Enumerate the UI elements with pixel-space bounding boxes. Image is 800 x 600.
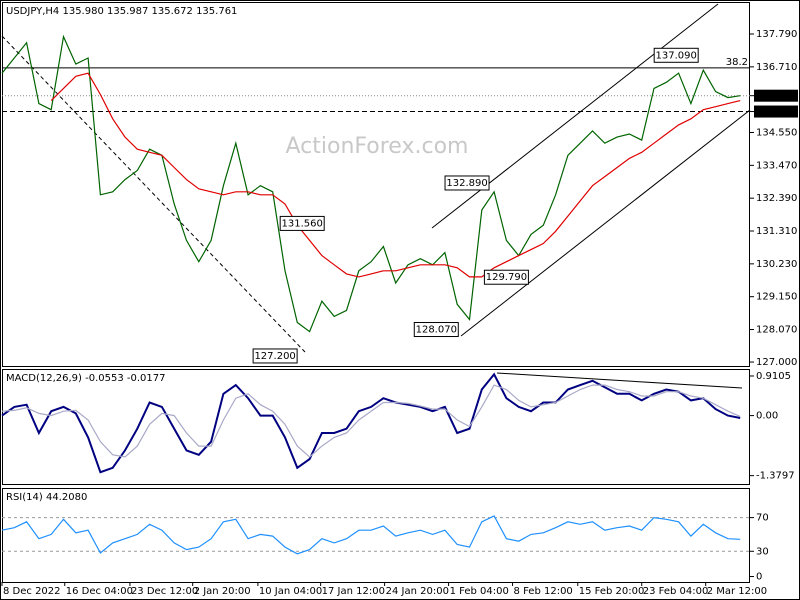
downtrend-line [1, 35, 306, 353]
annotation-box [444, 175, 490, 191]
x-tick-label: 10 Jan 04:00 [259, 586, 322, 597]
annotation-label: 129.790 [486, 272, 527, 283]
series-line [1, 384, 741, 458]
series-line [1, 372, 741, 474]
y-tick-label: 135.240 [756, 107, 797, 118]
annotation-box [483, 269, 529, 285]
annotation-label: 128.070 [416, 325, 457, 336]
tick-highlight [754, 89, 798, 102]
x-tick-label: 15 Feb 20:00 [579, 586, 645, 597]
series-line [1, 34, 741, 333]
x-tick-label: 23 Dec 12:00 [131, 586, 198, 597]
macd-trend-line [496, 372, 743, 389]
y-tick-label: 0.00 [756, 411, 778, 422]
y-tick-label: -1.3797 [756, 471, 795, 482]
y-tick-label: 128.070 [756, 325, 797, 336]
annotation-label: 131.560 [282, 218, 323, 229]
series-line [1, 515, 741, 555]
x-tick-label: 23 Feb 04:00 [643, 586, 709, 597]
annotation-label: 127.200 [254, 351, 295, 362]
annotation-box [252, 348, 298, 364]
x-tick-label: 8 Dec 2022 [3, 586, 61, 597]
x-tick-label: 2 Jan 20:00 [194, 586, 251, 597]
y-tick-label: 134.550 [756, 128, 797, 139]
tick-highlight [754, 105, 798, 118]
x-tick-label: 24 Jan 20:00 [386, 586, 449, 597]
x-tick-label: 8 Feb 12:00 [514, 586, 573, 597]
x-tick-label: 17 Jan 12:00 [322, 586, 385, 597]
y-tick-label: 131.310 [756, 226, 797, 237]
y-tick-label: 132.390 [756, 193, 797, 204]
series-line [50, 72, 741, 278]
channel-lower [460, 109, 751, 337]
channel-upper [431, 3, 719, 229]
y-tick-label: 133.470 [756, 160, 797, 171]
y-tick-label: 30 [756, 546, 769, 557]
pane-title: USDJPY,H4 135.980 135.987 135.672 135.76… [6, 6, 237, 17]
pane-title: MACD(12,26,9) -0.0553 -0.0177 [6, 373, 166, 384]
trend-lines [1, 3, 751, 389]
rsi-pane [2, 488, 750, 583]
y-tick-label: 70 [756, 513, 769, 524]
level-label: 38.2 [726, 57, 748, 68]
x-tick-label: 16 Dec 04:00 [66, 586, 133, 597]
y-tick-label: 0.9105 [756, 371, 791, 382]
x-tick-label: 1 Feb 04:00 [450, 586, 509, 597]
y-tick-label: 130.230 [756, 259, 797, 270]
main-pane [2, 2, 750, 367]
y-tick-label: 137.790 [756, 29, 797, 40]
annotation-label: 132.890 [446, 178, 487, 189]
x-tick-label: 2 Mar 12:00 [707, 586, 767, 597]
annotation-box [653, 47, 699, 63]
pane-title: RSI(14) 44.2080 [6, 492, 87, 503]
y-tick-label: 0 [756, 572, 762, 583]
annotation-label: 137.090 [656, 50, 697, 61]
watermark: ActionForex.com [286, 134, 469, 159]
annotation-box [279, 215, 325, 231]
y-tick-label: 129.150 [756, 292, 797, 303]
y-tick-label: 135.761 [756, 91, 797, 102]
annotation-box [413, 322, 459, 338]
macd-pane [2, 369, 750, 485]
y-tick-label: 127.000 [756, 357, 797, 368]
y-tick-label: 136.710 [756, 62, 797, 73]
